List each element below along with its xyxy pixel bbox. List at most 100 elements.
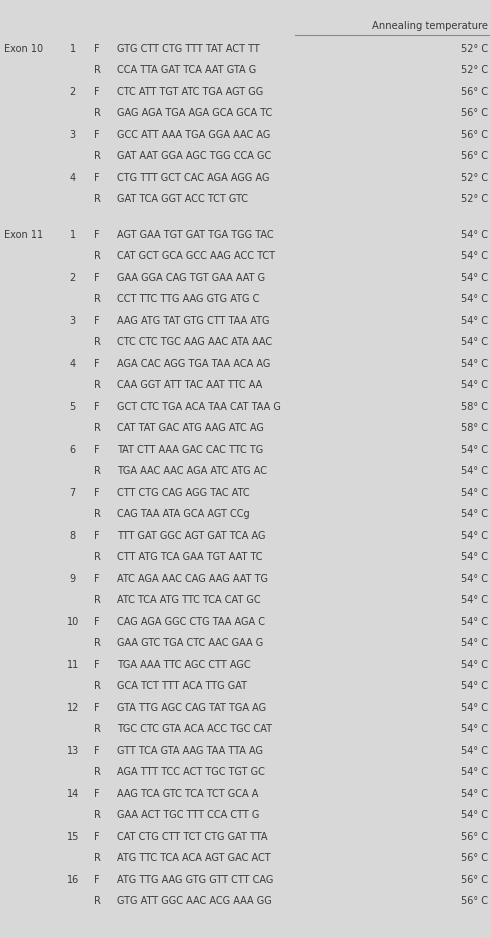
Text: 54° C: 54° C: [461, 681, 488, 691]
Text: 54° C: 54° C: [461, 810, 488, 821]
Text: 54° C: 54° C: [461, 746, 488, 756]
Text: ATC AGA AAC CAG AAG AAT TG: ATC AGA AAC CAG AAG AAT TG: [117, 574, 268, 583]
Text: 54° C: 54° C: [461, 381, 488, 390]
Text: R: R: [94, 596, 101, 605]
Text: GTG ATT GGC AAC ACG AAA GG: GTG ATT GGC AAC ACG AAA GG: [117, 897, 272, 906]
Text: GTT TCA GTA AAG TAA TTA AG: GTT TCA GTA AAG TAA TTA AG: [117, 746, 263, 756]
Text: 2: 2: [70, 87, 76, 97]
Text: 54° C: 54° C: [461, 596, 488, 605]
Text: Exon 11: Exon 11: [4, 230, 43, 240]
Text: 5: 5: [70, 401, 76, 412]
Text: R: R: [94, 251, 101, 262]
Text: F: F: [94, 488, 100, 498]
Text: F: F: [94, 703, 100, 713]
Text: F: F: [94, 531, 100, 541]
Text: CAT GCT GCA GCC AAG ACC TCT: CAT GCT GCA GCC AAG ACC TCT: [117, 251, 275, 262]
Text: R: R: [94, 767, 101, 778]
Text: F: F: [94, 746, 100, 756]
Text: CAG TAA ATA GCA AGT CCg: CAG TAA ATA GCA AGT CCg: [117, 509, 249, 520]
Text: Annealing temperature: Annealing temperature: [372, 21, 488, 31]
Text: 8: 8: [70, 531, 76, 541]
Text: R: R: [94, 151, 101, 161]
Text: R: R: [94, 810, 101, 821]
Text: F: F: [94, 659, 100, 670]
Text: 12: 12: [66, 703, 79, 713]
Text: 52° C: 52° C: [461, 66, 488, 75]
Text: 11: 11: [67, 659, 79, 670]
Text: AGA TTT TCC ACT TGC TGT GC: AGA TTT TCC ACT TGC TGT GC: [117, 767, 265, 778]
Text: F: F: [94, 875, 100, 885]
Text: F: F: [94, 359, 100, 369]
Text: 54° C: 54° C: [461, 488, 488, 498]
Text: F: F: [94, 273, 100, 283]
Text: GAA GTC TGA CTC AAC GAA G: GAA GTC TGA CTC AAC GAA G: [117, 639, 263, 648]
Text: CTC ATT TGT ATC TGA AGT GG: CTC ATT TGT ATC TGA AGT GG: [117, 87, 263, 97]
Text: R: R: [94, 381, 101, 390]
Text: 56° C: 56° C: [461, 897, 488, 906]
Text: R: R: [94, 509, 101, 520]
Text: CTG TTT GCT CAC AGA AGG AG: CTG TTT GCT CAC AGA AGG AG: [117, 173, 270, 183]
Text: Exon 10: Exon 10: [4, 44, 43, 53]
Text: R: R: [94, 466, 101, 477]
Text: 6: 6: [70, 445, 76, 455]
Text: F: F: [94, 129, 100, 140]
Text: 54° C: 54° C: [461, 466, 488, 477]
Text: 54° C: 54° C: [461, 552, 488, 563]
Text: GAG AGA TGA AGA GCA GCA TC: GAG AGA TGA AGA GCA GCA TC: [117, 109, 272, 118]
Text: CAA GGT ATT TAC AAT TTC AA: CAA GGT ATT TAC AAT TTC AA: [117, 381, 262, 390]
Text: 56° C: 56° C: [461, 875, 488, 885]
Text: 15: 15: [66, 832, 79, 842]
Text: R: R: [94, 897, 101, 906]
Text: GCT CTC TGA ACA TAA CAT TAA G: GCT CTC TGA ACA TAA CAT TAA G: [117, 401, 281, 412]
Text: 1: 1: [70, 230, 76, 240]
Text: TGA AAA TTC AGC CTT AGC: TGA AAA TTC AGC CTT AGC: [117, 659, 250, 670]
Text: AGT GAA TGT GAT TGA TGG TAC: AGT GAA TGT GAT TGA TGG TAC: [117, 230, 273, 240]
Text: GTG CTT CTG TTT TAT ACT TT: GTG CTT CTG TTT TAT ACT TT: [117, 44, 260, 53]
Text: AGA CAC AGG TGA TAA ACA AG: AGA CAC AGG TGA TAA ACA AG: [117, 359, 270, 369]
Text: 54° C: 54° C: [461, 251, 488, 262]
Text: F: F: [94, 445, 100, 455]
Text: 3: 3: [70, 129, 76, 140]
Text: R: R: [94, 639, 101, 648]
Text: 54° C: 54° C: [461, 531, 488, 541]
Text: CCT TTC TTG AAG GTG ATG C: CCT TTC TTG AAG GTG ATG C: [117, 295, 259, 304]
Text: 3: 3: [70, 316, 76, 325]
Text: GAT TCA GGT ACC TCT GTC: GAT TCA GGT ACC TCT GTC: [117, 194, 248, 204]
Text: CTC CTC TGC AAG AAC ATA AAC: CTC CTC TGC AAG AAC ATA AAC: [117, 338, 272, 347]
Text: 54° C: 54° C: [461, 445, 488, 455]
Text: 52° C: 52° C: [461, 44, 488, 53]
Text: GCA TCT TTT ACA TTG GAT: GCA TCT TTT ACA TTG GAT: [117, 681, 247, 691]
Text: 54° C: 54° C: [461, 574, 488, 583]
Text: CAT CTG CTT TCT CTG GAT TTA: CAT CTG CTT TCT CTG GAT TTA: [117, 832, 268, 842]
Text: 54° C: 54° C: [461, 316, 488, 325]
Text: 7: 7: [70, 488, 76, 498]
Text: R: R: [94, 681, 101, 691]
Text: GAT AAT GGA AGC TGG CCA GC: GAT AAT GGA AGC TGG CCA GC: [117, 151, 271, 161]
Text: F: F: [94, 574, 100, 583]
Text: TAT CTT AAA GAC CAC TTC TG: TAT CTT AAA GAC CAC TTC TG: [117, 445, 263, 455]
Text: F: F: [94, 789, 100, 799]
Text: AAG ATG TAT GTG CTT TAA ATG: AAG ATG TAT GTG CTT TAA ATG: [117, 316, 270, 325]
Text: 58° C: 58° C: [461, 401, 488, 412]
Text: ATG TTC TCA ACA AGT GAC ACT: ATG TTC TCA ACA AGT GAC ACT: [117, 854, 271, 863]
Text: TGA AAC AAC AGA ATC ATG AC: TGA AAC AAC AGA ATC ATG AC: [117, 466, 267, 477]
Text: 54° C: 54° C: [461, 273, 488, 283]
Text: 54° C: 54° C: [461, 338, 488, 347]
Text: 54° C: 54° C: [461, 767, 488, 778]
Text: F: F: [94, 617, 100, 627]
Text: CCA TTA GAT TCA AAT GTA G: CCA TTA GAT TCA AAT GTA G: [117, 66, 256, 75]
Text: R: R: [94, 109, 101, 118]
Text: 54° C: 54° C: [461, 295, 488, 304]
Text: 56° C: 56° C: [461, 129, 488, 140]
Text: 54° C: 54° C: [461, 703, 488, 713]
Text: 52° C: 52° C: [461, 194, 488, 204]
Text: TTT GAT GGC AGT GAT TCA AG: TTT GAT GGC AGT GAT TCA AG: [117, 531, 265, 541]
Text: 54° C: 54° C: [461, 789, 488, 799]
Text: 56° C: 56° C: [461, 151, 488, 161]
Text: 54° C: 54° C: [461, 359, 488, 369]
Text: 58° C: 58° C: [461, 423, 488, 433]
Text: GTA TTG AGC CAG TAT TGA AG: GTA TTG AGC CAG TAT TGA AG: [117, 703, 266, 713]
Text: 1: 1: [70, 44, 76, 53]
Text: CAT TAT GAC ATG AAG ATC AG: CAT TAT GAC ATG AAG ATC AG: [117, 423, 264, 433]
Text: GAA ACT TGC TTT CCA CTT G: GAA ACT TGC TTT CCA CTT G: [117, 810, 259, 821]
